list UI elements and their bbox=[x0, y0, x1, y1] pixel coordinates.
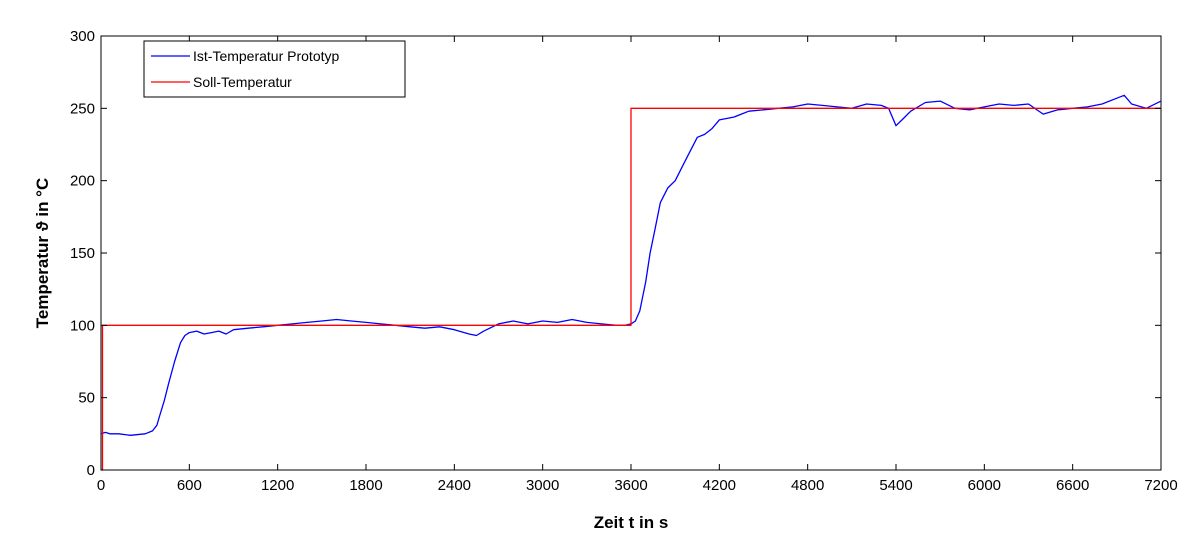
legend-box bbox=[143, 40, 406, 98]
y-tick-label: 250 bbox=[70, 100, 95, 117]
legend-label-soll-temperatur: Soll-Temperatur bbox=[193, 74, 292, 90]
y-axis-label: Temperatur ϑ in °C bbox=[33, 178, 52, 329]
y-tick-label: 100 bbox=[70, 317, 95, 334]
x-tick-label: 600 bbox=[177, 477, 202, 494]
x-tick-label: 4800 bbox=[791, 477, 824, 494]
x-tick-label: 7200 bbox=[1144, 477, 1177, 494]
x-tick-label: 1800 bbox=[349, 477, 382, 494]
x-tick-label: 3000 bbox=[526, 477, 559, 494]
y-tick-label: 300 bbox=[70, 28, 95, 45]
y-tick-label: 0 bbox=[87, 462, 95, 479]
legend: Ist-Temperatur Prototyp Soll-Temperatur bbox=[143, 40, 406, 98]
x-tick-label: 5400 bbox=[879, 477, 912, 494]
x-tick-label: 3600 bbox=[614, 477, 647, 494]
x-tick-label: 1200 bbox=[261, 477, 294, 494]
x-axis-label: Zeit t in s bbox=[594, 513, 669, 532]
y-tick-label: 150 bbox=[70, 245, 95, 262]
x-tick-label: 0 bbox=[97, 477, 105, 494]
ticks-layer: 0 600 1200 1800 2400 3000 3600 4200 4800 5400 6000… bbox=[70, 28, 1178, 494]
legend-label-ist-temperatur: Ist-Temperatur Prototyp bbox=[193, 48, 339, 64]
y-tick-label: 50 bbox=[78, 390, 95, 407]
x-tick-label: 6000 bbox=[968, 477, 1001, 494]
x-tick-label: 2400 bbox=[438, 477, 471, 494]
x-tick-label: 4200 bbox=[703, 477, 736, 494]
x-tick-label: 6600 bbox=[1056, 477, 1089, 494]
y-tick-label: 200 bbox=[70, 173, 95, 190]
